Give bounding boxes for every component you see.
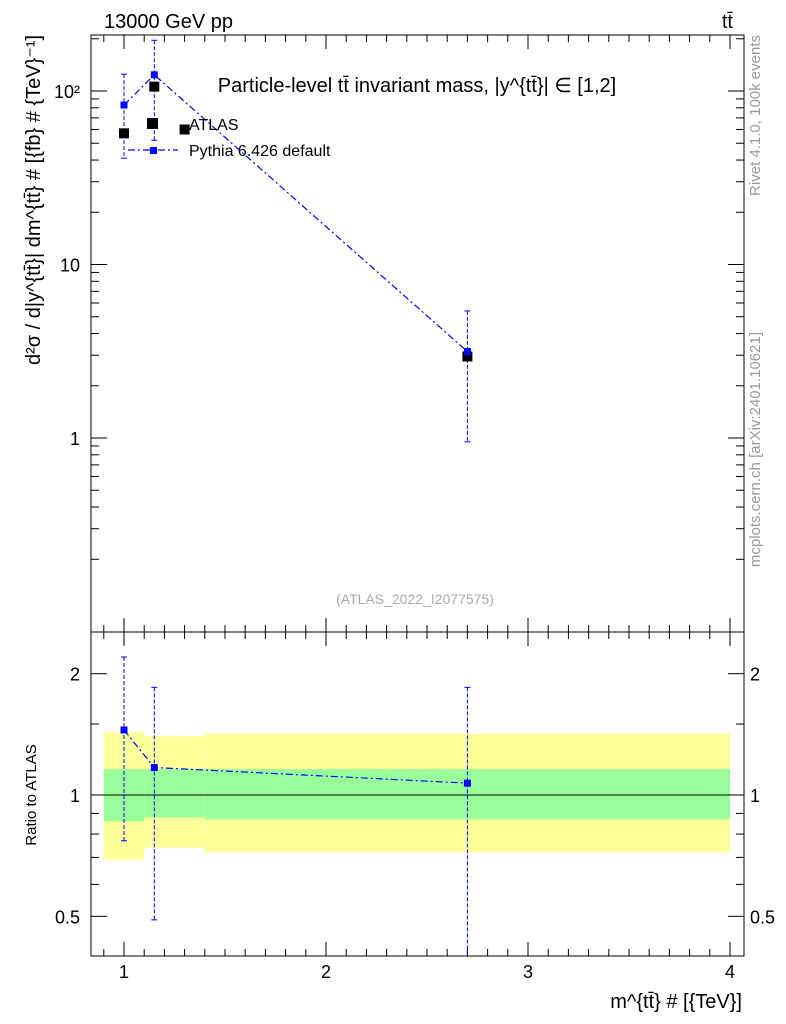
ratio-tick-label-right-2: 2	[750, 665, 760, 685]
y-tick-label-1: 1	[70, 429, 80, 449]
process-label: tt̄	[722, 11, 734, 33]
rivet-label: Rivet 4.1.0, 100k events	[747, 35, 764, 196]
y-tick-label-10: 10	[60, 256, 80, 276]
mcplots-label: mcplots.cern.ch [arXiv:2401.10621]	[747, 332, 764, 567]
ratio-mc-point-0	[120, 726, 128, 734]
y-axis-label: d²σ / d|y^{tt̄}| dm^{tt̄} # [{fb} # {TeV…	[23, 35, 45, 365]
analysis-watermark: (ATLAS_2022_I2077575)	[336, 591, 494, 607]
x-tick-label-3: 3	[523, 962, 533, 982]
ratio-frame	[90, 631, 745, 957]
ratio-mc-point-1	[150, 764, 158, 772]
mc-point-0	[120, 101, 128, 109]
legend: ATLAS Pythia 6.426 default	[128, 117, 331, 160]
ratio-bands	[91, 732, 744, 860]
ratio-mc-point-2	[463, 779, 471, 787]
ratio-marks	[120, 656, 471, 955]
ratio-tick-label-left-1: 1	[70, 786, 80, 806]
data-point-1	[149, 81, 160, 92]
legend-marker-pythia	[150, 147, 157, 154]
ratio-tick-label-right-1: 1	[750, 786, 760, 806]
ratio-band-inner-2	[204, 769, 731, 820]
data-point-3	[462, 351, 473, 362]
legend-marker-atlas	[147, 118, 158, 129]
ratio-tick-label-right-0.5: 0.5	[750, 907, 775, 927]
energy-label: 13000 GeV pp	[104, 11, 233, 33]
data-point-2	[179, 124, 190, 135]
ratio-tick-label-left-2: 2	[70, 665, 80, 685]
x-tick-label-1: 1	[119, 962, 129, 982]
ratio-band-inner-1	[144, 769, 205, 818]
chart-title: Particle-level tt̄ invariant mass, |y^{t…	[218, 75, 616, 97]
x-tick-label-2: 2	[321, 962, 331, 982]
x-tick-label-4: 4	[725, 962, 735, 982]
mc-point-2	[463, 348, 471, 356]
mc-line	[123, 73, 468, 352]
mc-point-1	[150, 71, 158, 79]
ratio-y-axis-label: Ratio to ATLAS	[23, 744, 40, 845]
ratio-tick-label-left-0.5: 0.5	[55, 907, 80, 927]
main-marks	[119, 39, 473, 443]
x-axis-label: m^{tt̄} # [{TeV}]	[610, 991, 742, 1013]
data-point-0	[119, 128, 129, 139]
y-tick-label-100: 10²	[54, 82, 80, 102]
legend-label-atlas: ATLAS	[189, 117, 239, 134]
legend-label-pythia: Pythia 6.426 default	[189, 143, 331, 160]
